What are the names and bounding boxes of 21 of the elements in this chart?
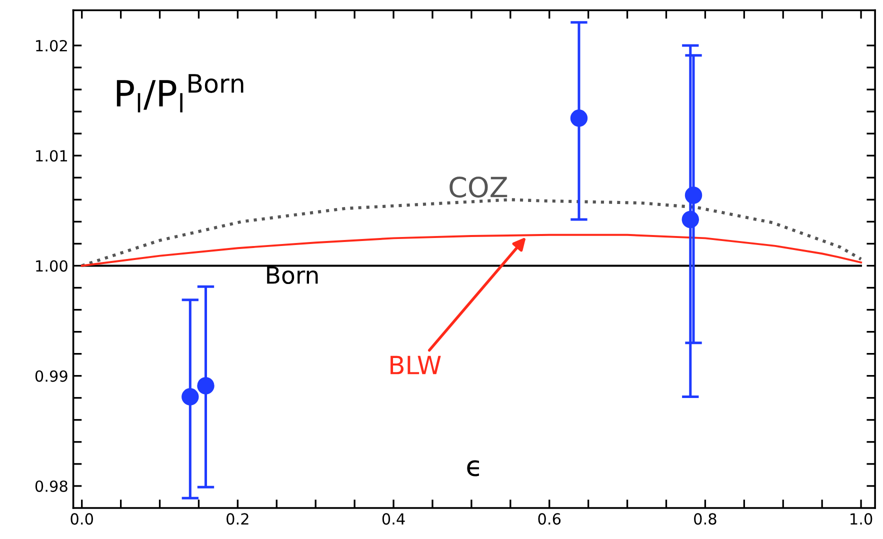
series-label: Born xyxy=(267,266,318,284)
point xyxy=(182,388,199,406)
point xyxy=(570,110,588,127)
y-tick-label: 1.02 xyxy=(36,40,67,52)
x-tick-label: 0.0 xyxy=(70,513,93,525)
x-tick-label: 0.4 xyxy=(382,513,405,525)
series-label: COZ xyxy=(450,176,508,198)
point xyxy=(682,210,700,228)
text: BLW xyxy=(390,356,441,374)
y-tick-label: 0.99 xyxy=(35,370,68,382)
y-tick-label: 0.98 xyxy=(35,480,68,492)
x-tick-label: 1.0 xyxy=(850,513,872,525)
point xyxy=(197,377,214,394)
x-tick-label: 0.8 xyxy=(694,513,716,525)
x-tick-label: 0.2 xyxy=(226,513,248,525)
x-axis-title: ϵ xyxy=(467,460,479,476)
point xyxy=(684,186,702,204)
y-axis-title: P$_{l}$/P$_{l}$$^{Born}$ xyxy=(116,74,244,112)
y-tick-label: 1.00 xyxy=(36,260,68,272)
x-tick-label: 0.6 xyxy=(538,513,561,525)
y-tick-label: 1.01 xyxy=(36,150,68,162)
